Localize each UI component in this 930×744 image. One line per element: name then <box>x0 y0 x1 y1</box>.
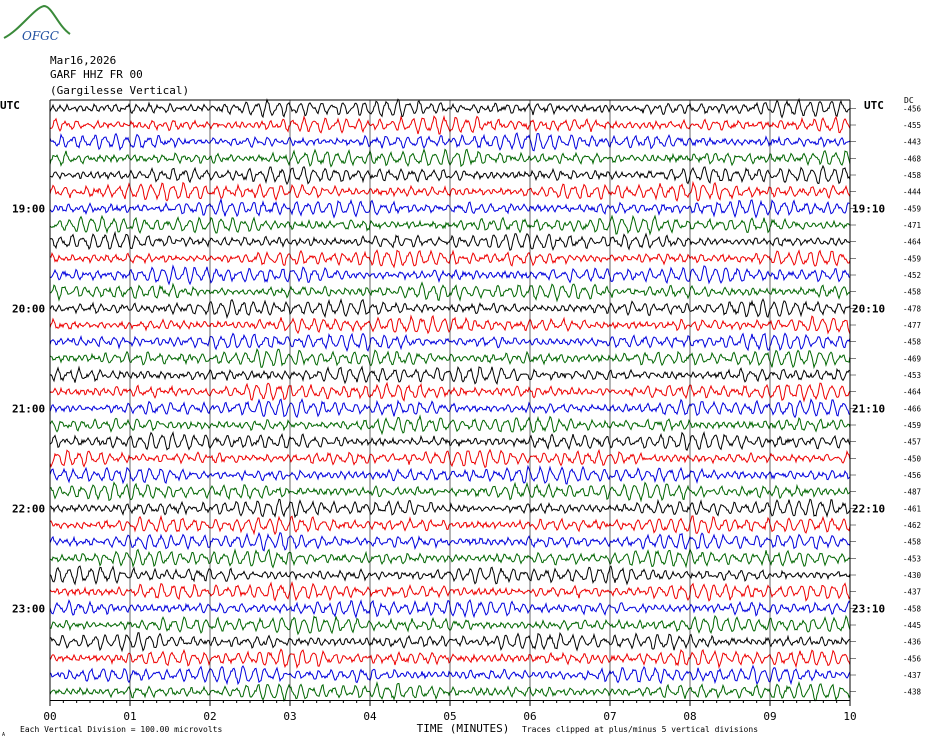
x-tick-label-03: 03 <box>283 710 296 723</box>
dc-offset-label: -456 <box>903 104 922 113</box>
dc-offset-label: -466 <box>903 404 922 413</box>
dc-offset-label: -471 <box>903 221 921 230</box>
dc-offset-label: -437 <box>903 588 921 597</box>
left-hour-label: 22:00 <box>12 502 45 515</box>
dc-offset-label: -443 <box>903 138 921 147</box>
station-label: GARF HHZ FR 00 <box>50 68 143 81</box>
footer-mark: A <box>2 732 5 738</box>
dc-offset-label: -487 <box>903 488 921 497</box>
x-tick-label-06: 06 <box>523 710 536 723</box>
dc-offset-label: -461 <box>903 504 921 513</box>
right-hour-labels: 19:10 20:10 21:10 22:10 23:10 <box>852 202 885 615</box>
dc-offset-label: -450 <box>903 454 922 463</box>
dc-offset-label: -462 <box>903 521 921 530</box>
right-hour-label: 19:10 <box>852 202 885 215</box>
left-hour-label: 21:00 <box>12 402 45 415</box>
right-hour-label: 23:10 <box>852 602 885 615</box>
right-hour-label: 21:10 <box>852 402 885 415</box>
date-label: Mar16,2026 <box>50 54 117 67</box>
x-axis-ticks: 00 01 02 03 04 05 06 07 08 09 10 <box>43 700 857 723</box>
x-tick-label-04: 04 <box>363 710 377 723</box>
x-tick-label-07: 07 <box>603 710 616 723</box>
x-tick-label-05: 05 <box>443 710 456 723</box>
dc-offset-label: -455 <box>903 121 921 130</box>
left-hour-label: 23:00 <box>12 602 45 615</box>
dc-offset-label: -453 <box>903 371 921 380</box>
dc-offset-label: -458 <box>903 604 922 613</box>
dc-offset-label: -469 <box>903 354 921 363</box>
right-hour-label: 22:10 <box>852 502 885 515</box>
x-tick-label-00: 00 <box>43 710 56 723</box>
site-label: (Gargilesse Vertical) <box>50 84 190 97</box>
left-hour-labels: 19:00 20:00 21:00 22:00 23:00 <box>12 202 45 615</box>
dc-offset-label: -459 <box>903 254 921 263</box>
footer-right-note: Traces clipped at plus/minus 5 vertical … <box>522 725 758 734</box>
dc-offset-label: -458 <box>903 538 922 547</box>
logo-text: OFGC <box>22 29 59 43</box>
dc-offset-label: -464 <box>903 238 922 247</box>
dc-offset-label: -478 <box>903 304 922 313</box>
dc-offset-label: -464 <box>903 388 922 397</box>
dc-offset-label: -458 <box>903 288 922 297</box>
dc-offset-label: -459 <box>903 204 921 213</box>
right-hour-label: 20:10 <box>852 302 885 315</box>
dc-offset-label: -459 <box>903 421 921 430</box>
x-tick-label-08: 08 <box>683 710 696 723</box>
dc-offset-label: -457 <box>903 438 921 447</box>
dc-offset-label: -458 <box>903 171 922 180</box>
left-hour-label: 19:00 <box>12 202 45 215</box>
x-tick-label-09: 09 <box>763 710 776 723</box>
dc-offset-label: -438 <box>903 688 922 697</box>
dc-offset-label: -477 <box>903 321 921 330</box>
dc-offset-label: -430 <box>903 571 922 580</box>
dc-offset-label: -444 <box>903 188 922 197</box>
left-hour-label: 20:00 <box>12 302 45 315</box>
dc-offset-label: -436 <box>903 638 922 647</box>
dc-header: DC <box>904 96 914 105</box>
ofgc-logo: OFGC <box>3 4 71 43</box>
utc-right-label: UTC <box>864 99 884 112</box>
dc-offset-label: -452 <box>903 271 921 280</box>
x-axis-title: TIME (MINUTES) <box>417 722 510 735</box>
x-tick-label-02: 02 <box>203 710 216 723</box>
footer-left-note: Each Vertical Division = 100.00 microvol… <box>20 725 222 734</box>
dc-offset-label: -458 <box>903 338 922 347</box>
dc-offset-label: -445 <box>903 621 921 630</box>
dc-offset-label: -456 <box>903 654 922 663</box>
dc-offset-labels: -456 -455 -443 -468 -458 -444 -459 -471 -464 -459… <box>850 104 922 697</box>
x-tick-label-01: 01 <box>123 710 136 723</box>
dc-offset-label: -456 <box>903 471 922 480</box>
dc-offset-label: -437 <box>903 671 921 680</box>
x-tick-label-10: 10 <box>843 710 856 723</box>
utc-left-label: UTC <box>0 99 20 112</box>
dc-offset-label: -453 <box>903 554 921 563</box>
dc-offset-label: -468 <box>903 154 922 163</box>
